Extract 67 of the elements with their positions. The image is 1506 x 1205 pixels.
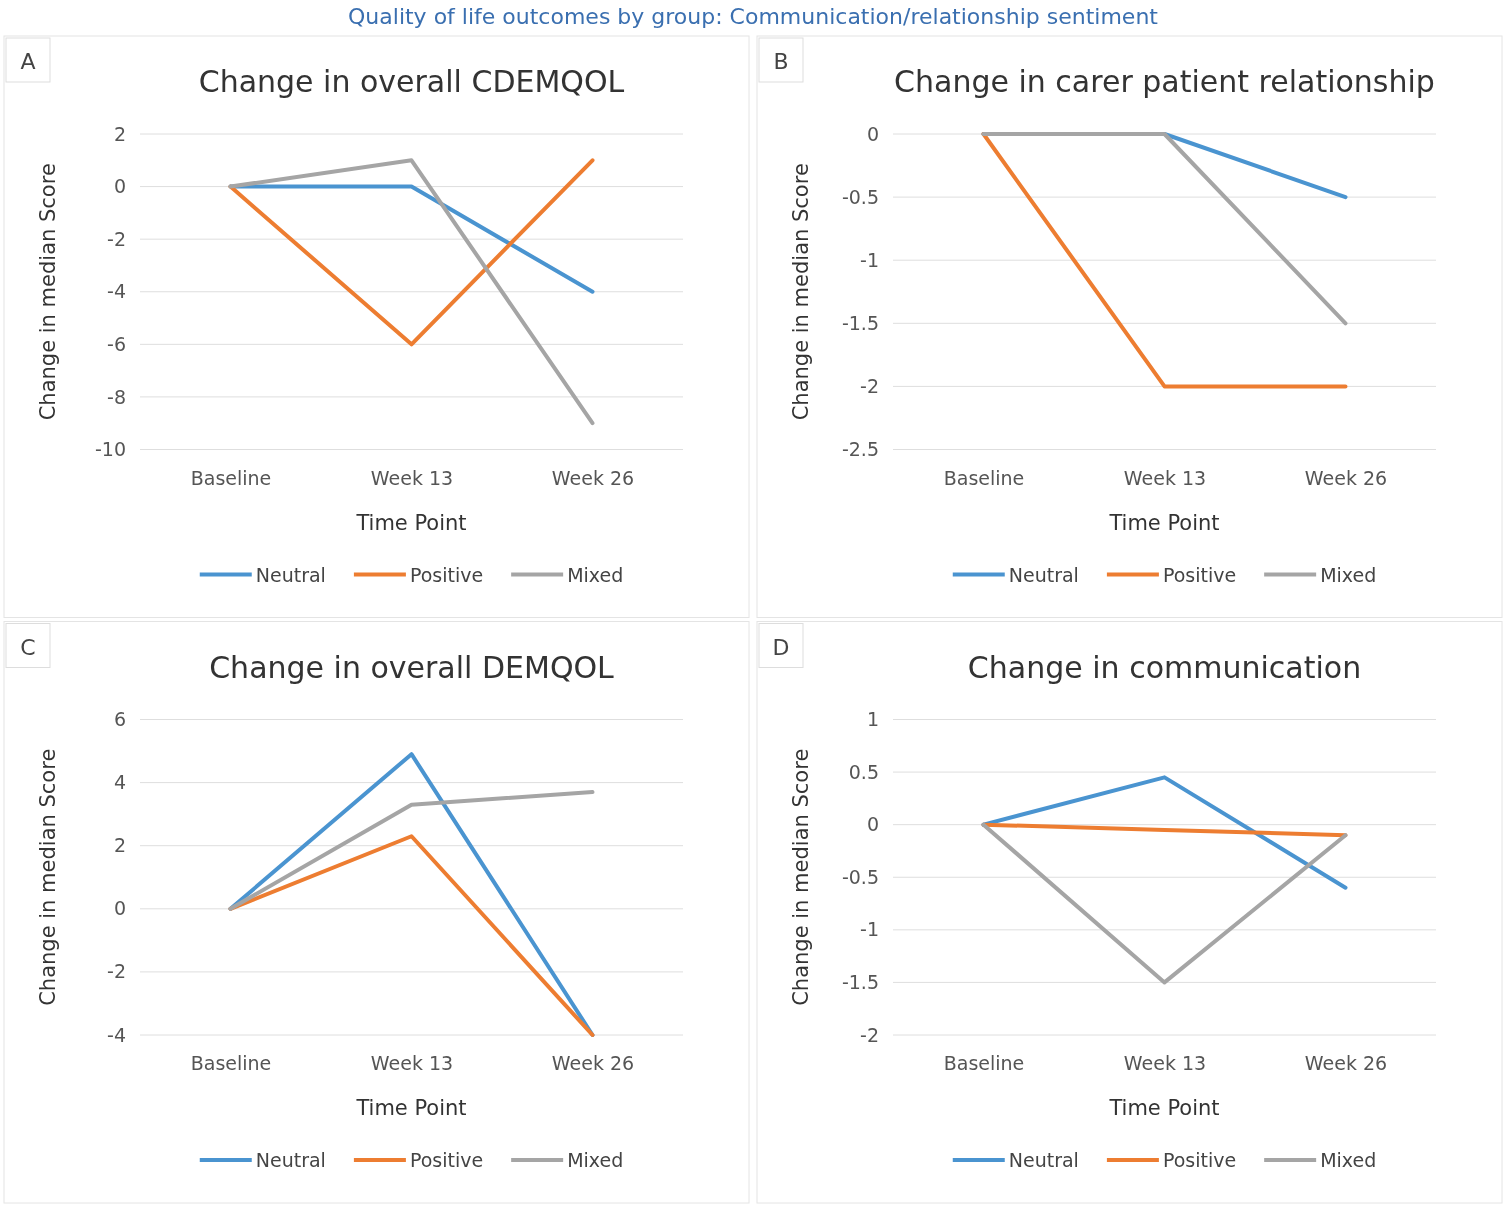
- y-tick-label: -4: [107, 280, 126, 303]
- y-tick-label: 0.5: [848, 760, 879, 783]
- x-tick-label: Week 13: [370, 1052, 454, 1075]
- text: B: [773, 49, 789, 74]
- x-tick-label: Week 26: [1304, 466, 1388, 489]
- y-tick-label: 0: [866, 813, 879, 836]
- chart-title: Change in carer patient relationship: [894, 64, 1435, 99]
- legend-label: Positive: [409, 1149, 484, 1171]
- legend-label: Neutral: [1008, 563, 1079, 586]
- y-tick-label: -10: [94, 438, 126, 461]
- x-axis-title: Time Point: [1108, 1096, 1220, 1120]
- x-tick-label: Baseline: [190, 466, 272, 489]
- y-tick-label: -0.5: [841, 185, 879, 208]
- legend-label: Neutral: [255, 1149, 326, 1171]
- legend-label: Mixed: [1320, 1149, 1377, 1171]
- y-tick-label: 0: [866, 122, 879, 145]
- text: Quality of life outcomes by group: Communication/relationship sentiment: [348, 4, 1159, 29]
- x-tick-label: Baseline: [943, 1052, 1025, 1075]
- y-tick-label: -2: [107, 227, 126, 250]
- legend-label: Mixed: [567, 563, 624, 586]
- y-axis-title: Change in median Score: [789, 163, 813, 421]
- y-tick-label: -1.5: [841, 971, 879, 993]
- x-tick-label: Week 13: [1123, 1052, 1207, 1075]
- y-tick-label: -1: [860, 918, 879, 941]
- y-axis-title: Change in median Score: [789, 748, 813, 1006]
- y-axis-title: Change in median Score: [36, 748, 60, 1006]
- x-axis-title: Time Point: [355, 1096, 467, 1120]
- x-axis-title: Time Point: [355, 510, 467, 535]
- legend-label: Positive: [1162, 1149, 1237, 1171]
- text: D: [772, 634, 790, 660]
- y-tick-label: -2: [860, 1023, 879, 1046]
- y-tick-label: -1: [860, 248, 879, 271]
- y-tick-label: 2: [113, 834, 126, 857]
- y-tick-label: -4: [107, 1023, 126, 1046]
- text: A: [20, 49, 36, 74]
- y-tick-label: 2: [113, 122, 126, 145]
- y-tick-label: 1: [866, 708, 879, 731]
- y-tick-label: -6: [107, 332, 126, 355]
- y-tick-label: -2: [860, 374, 879, 397]
- x-tick-label: Baseline: [943, 466, 1025, 489]
- legend-label: Mixed: [567, 1149, 624, 1171]
- x-tick-label: Week 26: [1304, 1052, 1388, 1075]
- x-tick-label: Week 26: [551, 466, 635, 489]
- x-tick-label: Week 26: [551, 1052, 635, 1075]
- y-tick-label: -1.5: [841, 311, 879, 334]
- x-axis-title: Time Point: [1108, 510, 1220, 535]
- chart-title: Change in communication: [967, 649, 1362, 685]
- x-tick-label: Week 13: [370, 466, 454, 489]
- y-tick-label: 4: [113, 771, 126, 794]
- y-tick-label: 0: [113, 897, 126, 920]
- y-axis-title: Change in median Score: [36, 163, 60, 421]
- chart-title: Change in overall DEMQOL: [209, 649, 615, 685]
- y-tick-label: -2: [107, 960, 126, 983]
- y-tick-label: 6: [113, 708, 126, 731]
- legend-label: Positive: [1162, 563, 1237, 586]
- legend-label: Mixed: [1320, 563, 1377, 586]
- legend-label: Neutral: [1008, 1149, 1079, 1171]
- y-tick-label: -8: [107, 385, 126, 408]
- legend-label: Neutral: [255, 563, 326, 586]
- legend-label: Positive: [409, 563, 484, 586]
- chart-title: Change in overall CDEMQOL: [198, 64, 625, 99]
- y-tick-label: -0.5: [841, 865, 879, 888]
- text: C: [20, 634, 36, 660]
- y-tick-label: -2.5: [841, 438, 879, 461]
- x-tick-label: Week 13: [1123, 466, 1207, 489]
- x-tick-label: Baseline: [190, 1052, 272, 1075]
- y-tick-label: 0: [113, 175, 126, 198]
